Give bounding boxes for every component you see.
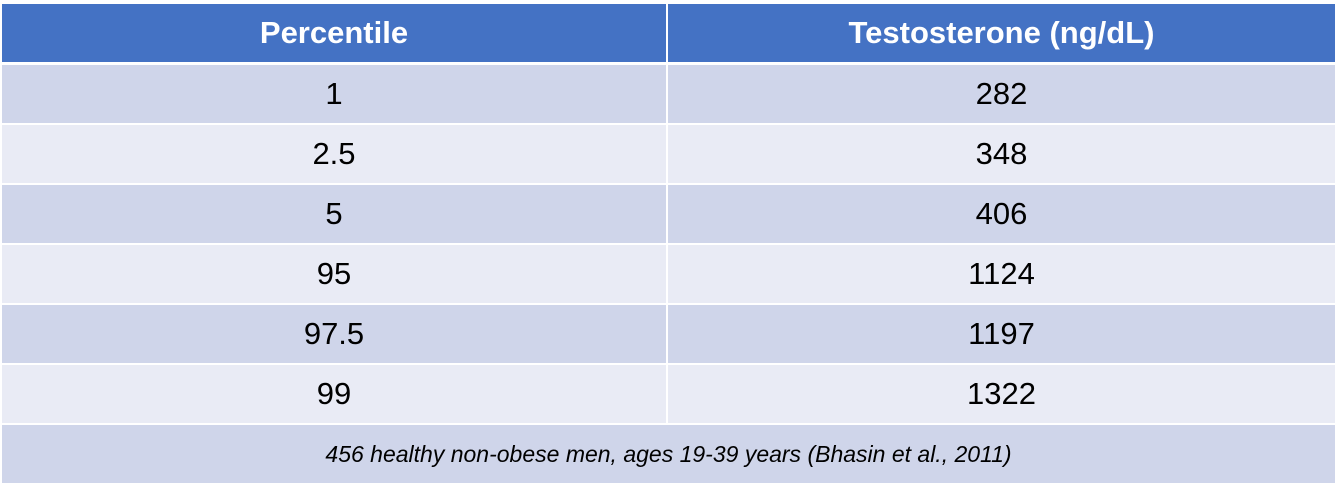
percentile-cell: 2.5 [2, 125, 668, 185]
testosterone-cell: 348 [668, 125, 1335, 185]
percentile-cell: 95 [2, 245, 668, 305]
testosterone-cell: 1322 [668, 365, 1335, 425]
testosterone-cell: 406 [668, 185, 1335, 245]
testosterone-cell: 1197 [668, 305, 1335, 365]
table-row: 99 1322 [2, 365, 1335, 425]
table-body: 1 282 2.5 348 5 406 95 1124 97.5 1197 99… [2, 65, 1335, 425]
testosterone-cell: 1124 [668, 245, 1335, 305]
header-percentile: Percentile [2, 4, 668, 65]
table-header: Percentile Testosterone (ng/dL) [2, 4, 1335, 65]
percentile-cell: 1 [2, 65, 668, 125]
footnote-row: 456 healthy non-obese men, ages 19-39 ye… [2, 425, 1335, 483]
percentile-cell: 5 [2, 185, 668, 245]
table-row: 2.5 348 [2, 125, 1335, 185]
table-row: 95 1124 [2, 245, 1335, 305]
percentile-table: Percentile Testosterone (ng/dL) 1 282 2.… [2, 4, 1335, 483]
testosterone-cell: 282 [668, 65, 1335, 125]
table-row: 5 406 [2, 185, 1335, 245]
header-row: Percentile Testosterone (ng/dL) [2, 4, 1335, 65]
footnote-text: 456 healthy non-obese men, ages 19-39 ye… [2, 425, 1335, 483]
table-footer: 456 healthy non-obese men, ages 19-39 ye… [2, 425, 1335, 483]
header-testosterone: Testosterone (ng/dL) [668, 4, 1335, 65]
percentile-cell: 97.5 [2, 305, 668, 365]
table-row: 97.5 1197 [2, 305, 1335, 365]
table-row: 1 282 [2, 65, 1335, 125]
percentile-cell: 99 [2, 365, 668, 425]
